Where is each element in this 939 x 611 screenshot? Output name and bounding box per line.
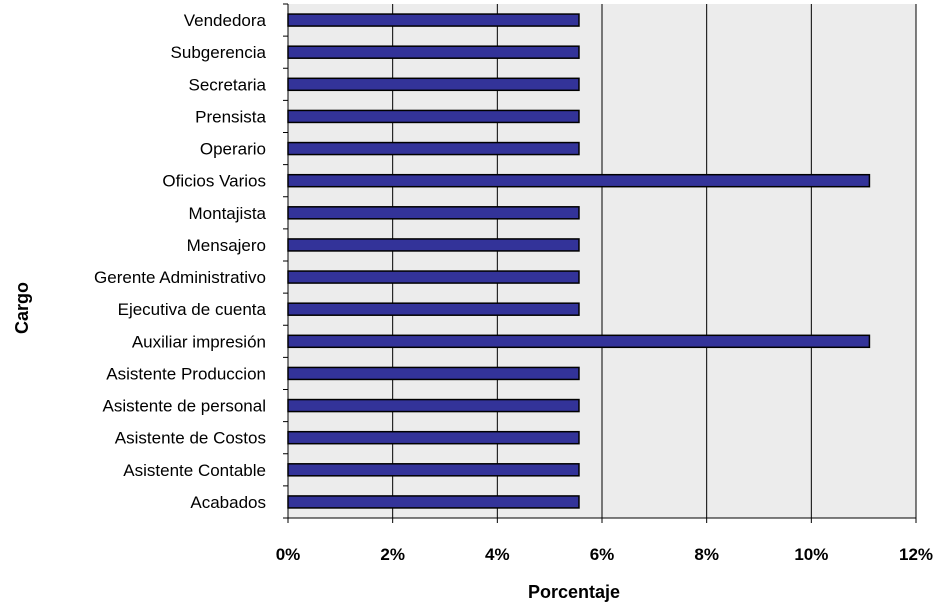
bar: [287, 495, 580, 509]
category-label: Acabados: [190, 493, 266, 512]
x-tick-label: 10%: [794, 545, 828, 564]
bar: [287, 13, 580, 27]
category-label: Prensista: [195, 107, 266, 126]
category-label: Oficios Varios: [162, 172, 266, 191]
category-label: Asistente de Costos: [115, 429, 266, 448]
x-tick-labels: 0% 2% 4% 6% 8% 10% 12%: [276, 545, 933, 564]
category-label: Gerente Administrativo: [94, 268, 266, 287]
x-tick-label: 0%: [276, 545, 301, 564]
bar: [287, 270, 580, 284]
category-label: Operario: [200, 140, 266, 159]
bar: [287, 45, 580, 59]
category-label: Subgerencia: [171, 43, 267, 62]
category-label: Vendedora: [184, 11, 267, 30]
bar: [287, 109, 580, 124]
x-tick-label: 4%: [485, 545, 510, 564]
x-tick-label: 6%: [590, 545, 615, 564]
category-label: Asistente Contable: [123, 461, 266, 480]
category-labels: Vendedora Subgerencia Secretaria Prensista O…: [94, 11, 267, 512]
bar: [287, 238, 580, 252]
category-label: Ejecutiva de cuenta: [118, 300, 267, 319]
category-label: Asistente Produccion: [106, 364, 266, 383]
category-label: Auxiliar impresión: [132, 332, 266, 351]
bar: [287, 334, 871, 349]
axes: [283, 3, 917, 523]
bar: [287, 302, 580, 316]
bar: [287, 366, 580, 381]
bar: [287, 206, 580, 220]
x-tick-label: 12%: [899, 545, 933, 564]
category-label: Mensajero: [187, 236, 266, 255]
category-label: Secretaria: [189, 75, 267, 94]
y-axis-title: Cargo: [12, 282, 32, 334]
x-axis-title: Porcentaje: [528, 582, 620, 602]
x-tick-label: 8%: [694, 545, 719, 564]
bar: [287, 398, 580, 413]
category-label: Montajista: [189, 204, 267, 223]
bar: [287, 463, 580, 477]
category-label: Asistente de personal: [103, 397, 267, 416]
bar: [287, 430, 580, 445]
bar: [287, 77, 580, 92]
bar: [287, 141, 580, 156]
x-tick-label: 2%: [380, 545, 405, 564]
bar: [287, 173, 871, 188]
